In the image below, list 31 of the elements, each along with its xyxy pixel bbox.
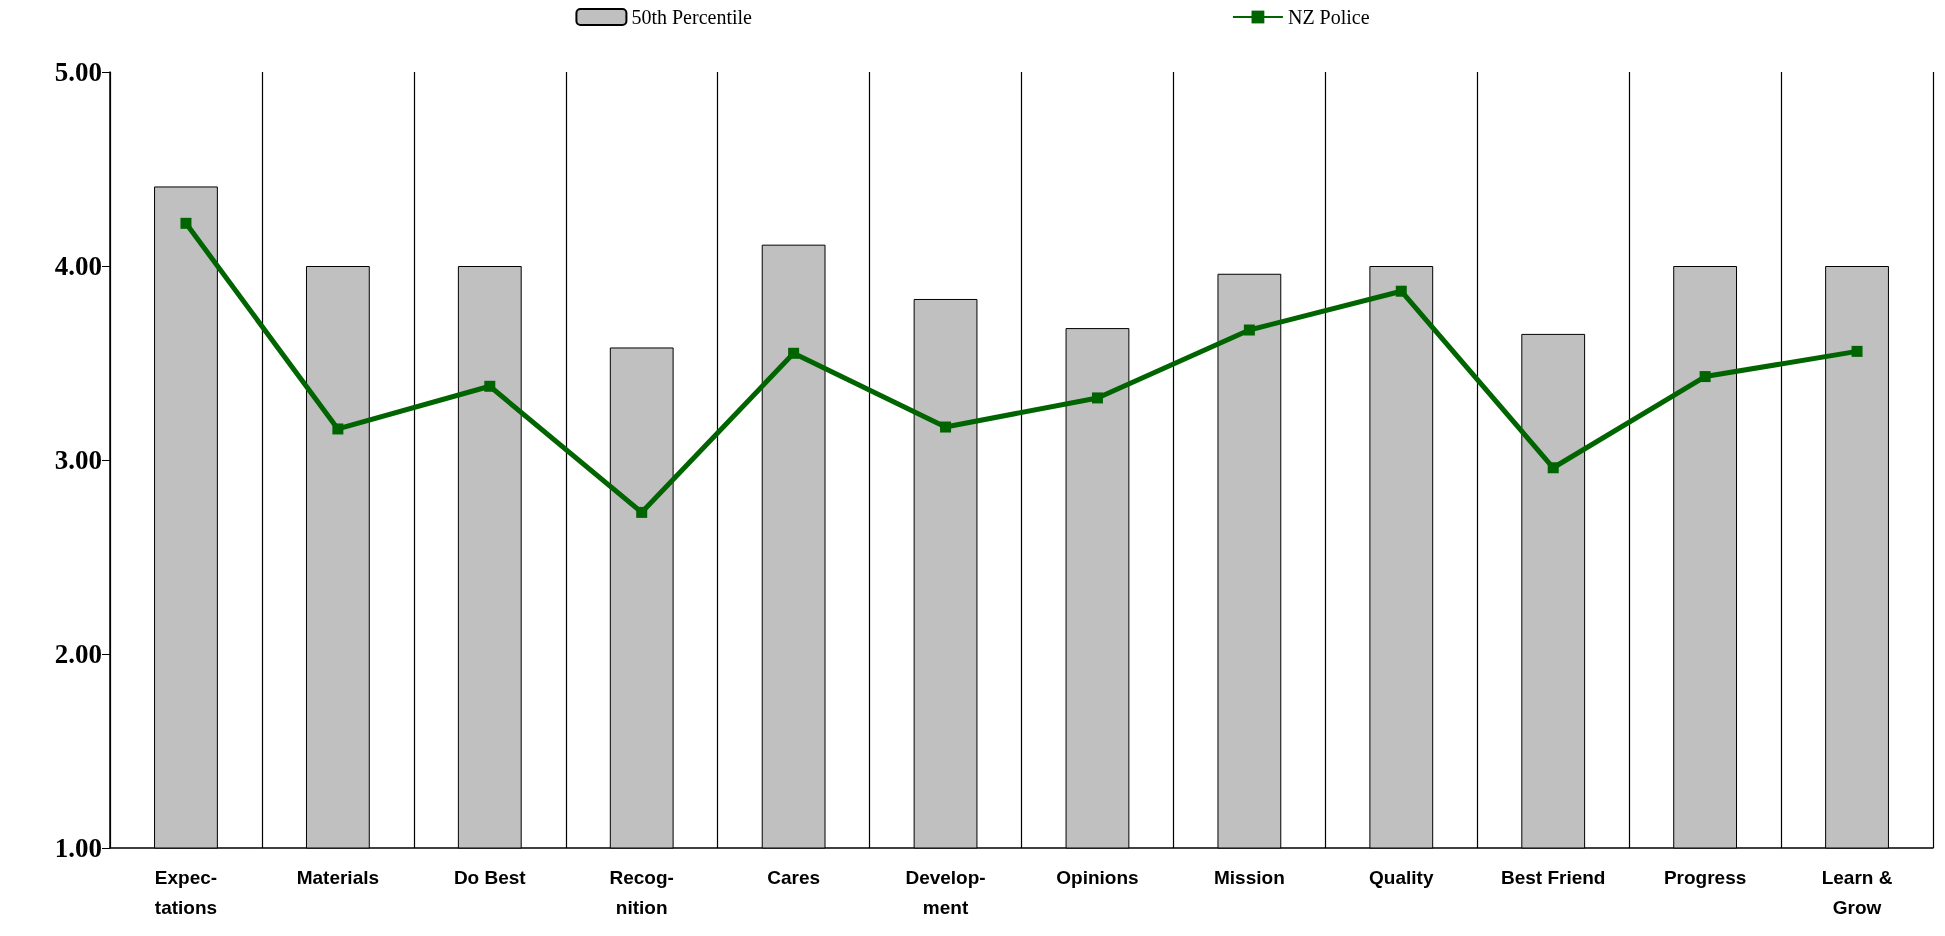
x-tick-label: Recog- nition <box>609 866 674 918</box>
x-tick-label: Develop- ment <box>905 866 986 918</box>
point <box>1395 285 1407 297</box>
x-tick-label: Learn & Grow <box>1821 866 1893 918</box>
point <box>484 380 496 392</box>
y-tick-label: 1.00 <box>54 833 102 863</box>
x-tick-label: Progress <box>1663 866 1747 888</box>
x-tick-label: Mission <box>1214 866 1285 888</box>
x-tick-label: Quality <box>1369 866 1434 888</box>
point <box>180 217 192 229</box>
y-tick-label: 3.00 <box>54 445 102 475</box>
x-tick-label: Do Best <box>453 866 527 888</box>
x-tick-label: Materials <box>296 866 380 888</box>
x-tick-label: Opinions <box>1056 866 1139 888</box>
x-tick-label: Expec- tations <box>154 866 218 918</box>
point <box>332 423 344 435</box>
point <box>940 421 952 433</box>
point <box>636 506 648 518</box>
x-tick-label: Cares <box>767 866 821 888</box>
legend-label: NZ Police <box>1287 6 1370 28</box>
y-tick-label: 2.00 <box>54 639 102 669</box>
point <box>788 347 800 359</box>
point <box>1699 371 1711 383</box>
x-tick-label: Best Friend <box>1500 866 1606 888</box>
legend-label: 50th Percentile <box>631 6 753 28</box>
point <box>1091 392 1103 404</box>
point <box>1851 345 1863 357</box>
point <box>1547 462 1559 474</box>
y-tick-label: 5.00 <box>54 57 102 87</box>
point <box>1243 324 1255 336</box>
y-tick-label: 4.00 <box>54 251 102 281</box>
